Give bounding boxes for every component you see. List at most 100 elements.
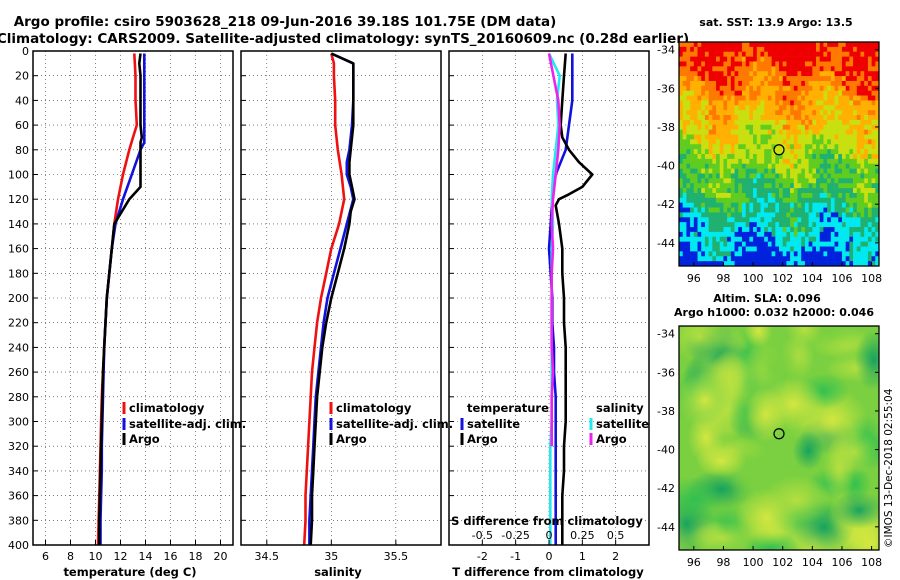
sst-cell xyxy=(819,192,824,199)
sst-cell xyxy=(860,217,865,223)
sst-cell xyxy=(716,168,721,174)
sst-cell xyxy=(760,90,765,96)
sst-cell xyxy=(719,192,724,199)
sst-cell xyxy=(804,154,809,160)
sst-cell xyxy=(830,222,835,228)
sst-cell xyxy=(686,144,691,150)
sst-cell xyxy=(753,183,758,189)
sst-cell xyxy=(712,251,717,257)
sst-cell xyxy=(701,173,706,179)
sst-cell xyxy=(690,192,695,199)
sst-cell xyxy=(767,149,772,155)
sst-cell xyxy=(693,95,698,101)
sst-cell xyxy=(871,261,876,266)
sst-cell xyxy=(745,212,750,218)
sst-cell xyxy=(819,90,824,96)
sst-cell xyxy=(823,105,828,111)
sst-cell xyxy=(719,46,724,53)
sst-cell xyxy=(767,61,772,67)
sst-cell xyxy=(856,212,861,218)
sst-cell xyxy=(756,42,761,48)
sst-cell xyxy=(679,100,683,106)
sst-cell xyxy=(812,134,817,140)
sst-cell xyxy=(738,119,743,126)
sst-cell xyxy=(779,241,783,247)
sst-cell xyxy=(738,90,743,96)
sst-cell xyxy=(819,95,824,101)
sst-cell xyxy=(723,105,728,111)
x-tick-label: 20 xyxy=(214,550,228,563)
sst-cell xyxy=(719,227,724,233)
sst-cell xyxy=(775,158,780,165)
sst-cell xyxy=(753,144,758,150)
sst-cell xyxy=(838,197,843,203)
sst-cell xyxy=(793,149,798,155)
sst-cell xyxy=(682,246,687,252)
sst-cell xyxy=(853,42,858,48)
sst-cell xyxy=(779,158,783,165)
sst-cell xyxy=(756,134,761,140)
sst-cell xyxy=(812,154,817,160)
sst-cell xyxy=(790,144,795,150)
sst-cell xyxy=(693,261,698,266)
sst-cell xyxy=(853,192,858,199)
sst-cell xyxy=(853,188,858,194)
sst-cell xyxy=(856,95,861,101)
sst-cell xyxy=(701,149,706,155)
sst-cell xyxy=(845,119,850,126)
sst-cell xyxy=(812,56,817,62)
sst-cell xyxy=(779,42,783,48)
sst-cell xyxy=(701,231,706,238)
sst-cell xyxy=(808,256,813,262)
sst-cell xyxy=(793,76,798,82)
sst-cell xyxy=(801,90,806,96)
x-tick-label: 6 xyxy=(42,550,49,563)
sst-cell xyxy=(819,251,824,257)
sst-cell xyxy=(841,188,846,194)
sst-cell xyxy=(734,100,739,106)
s-tick-label: -0.5 xyxy=(472,529,493,542)
sst-cell xyxy=(804,231,809,238)
sst-cell xyxy=(827,115,832,121)
sst-cell xyxy=(738,207,743,213)
sst-cell xyxy=(749,76,754,82)
sst-cell xyxy=(727,46,732,53)
sst-cell xyxy=(708,188,713,194)
sst-cell xyxy=(853,119,858,126)
sst-cell xyxy=(845,261,850,266)
sst-cell xyxy=(712,85,717,91)
sst-cell xyxy=(801,173,806,179)
sst-cell xyxy=(749,80,754,87)
sst-cell xyxy=(834,56,839,62)
sst-cell xyxy=(738,80,743,87)
sst-cell xyxy=(745,90,750,96)
sst-cell xyxy=(760,51,765,57)
sst-cell xyxy=(816,227,821,233)
sst-cell xyxy=(827,251,832,257)
y-tick-label: 220 xyxy=(8,317,29,330)
sst-cell xyxy=(819,56,824,62)
sst-cell xyxy=(834,217,839,223)
sst-cell xyxy=(790,183,795,189)
sst-cell xyxy=(793,251,798,257)
sst-cell xyxy=(808,217,813,223)
sst-cell xyxy=(679,251,683,257)
sst-cell xyxy=(745,80,750,87)
sst-cell xyxy=(838,188,843,194)
sst-cell xyxy=(686,188,691,194)
sst-cell xyxy=(867,188,872,194)
sst-cell xyxy=(756,51,761,57)
imos-timestamp: ©IMOS 13-Dec-2018 02:55:04 xyxy=(883,388,895,548)
sst-cell xyxy=(849,115,854,121)
sst-cell xyxy=(767,236,772,242)
sst-cell xyxy=(804,95,809,101)
sst-cell xyxy=(790,192,795,199)
sst-cell xyxy=(823,115,828,121)
sst-cell xyxy=(830,85,835,91)
sst-cell xyxy=(764,66,769,72)
sst-cell xyxy=(697,197,702,203)
sst-cell xyxy=(816,90,821,96)
sst-cell xyxy=(875,115,879,121)
sst-cell xyxy=(686,85,691,91)
sst-cell xyxy=(708,236,713,242)
